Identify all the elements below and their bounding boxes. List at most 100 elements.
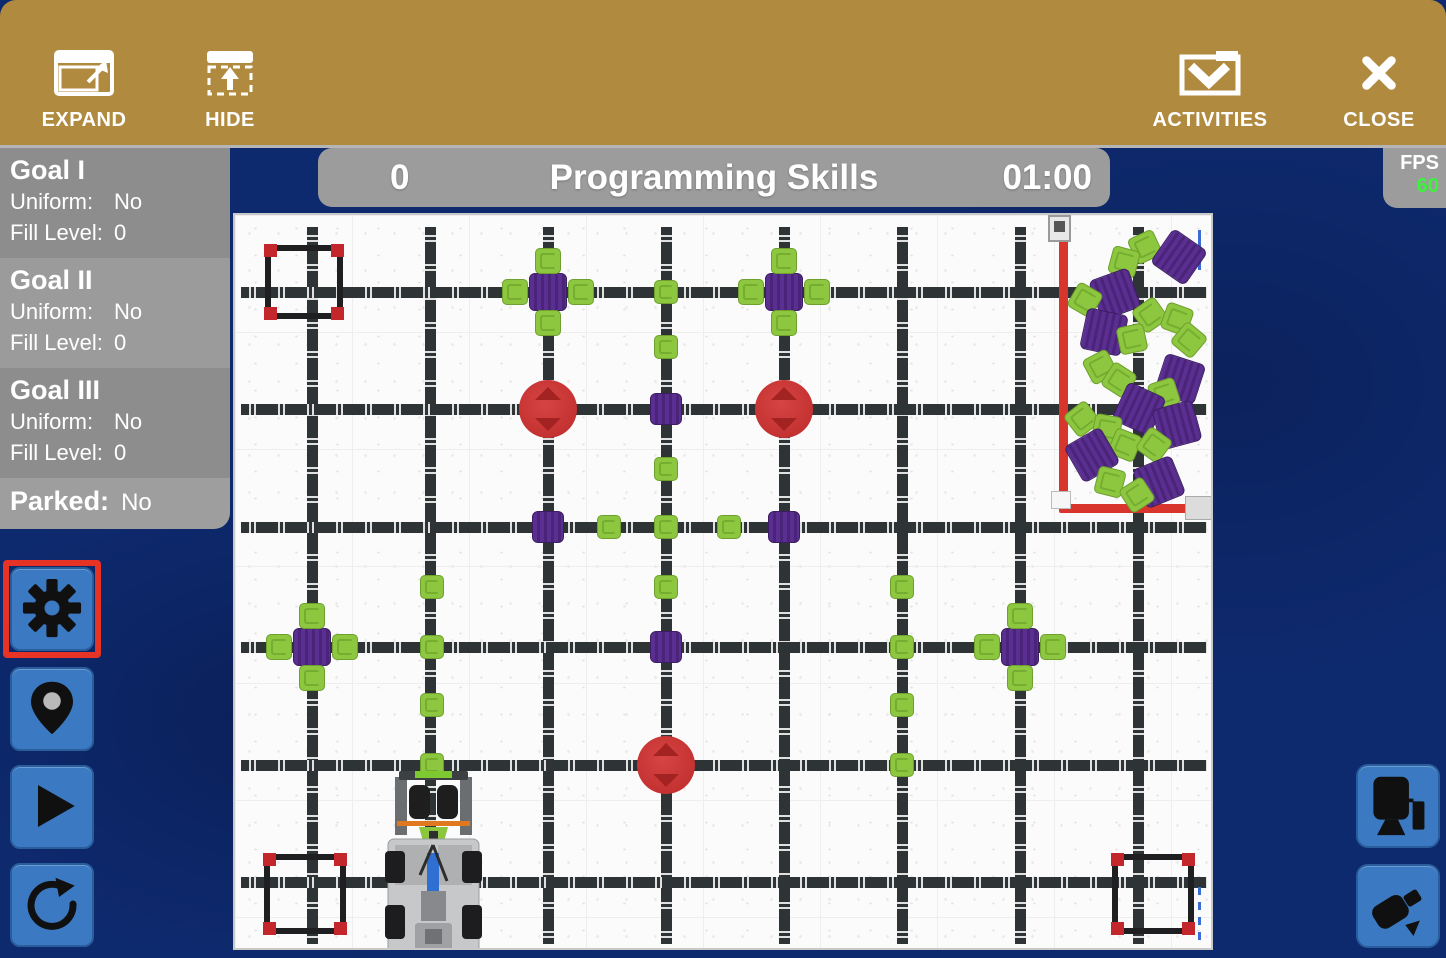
match-timer: 01:00 <box>1002 157 1092 197</box>
zone-end-piece <box>1185 496 1211 520</box>
close-button[interactable]: CLOSE <box>1324 14 1434 132</box>
parked-panel: Parked: No <box>0 478 230 530</box>
parked-label: Parked: <box>10 486 110 517</box>
green-block <box>299 603 325 629</box>
fill-level-value: 0 <box>114 330 127 356</box>
robot <box>385 771 482 948</box>
green-block <box>974 634 1000 660</box>
position-pin-button[interactable] <box>10 667 94 751</box>
green-block <box>654 575 678 599</box>
goal-3-panel: Goal III Uniform: No Fill Level: 0 <box>0 368 230 479</box>
fps-panel: FPS 60 <box>1383 148 1446 208</box>
uniform-label: Uniform: <box>10 188 94 214</box>
uniform-value: No <box>114 188 143 214</box>
activities-label: ACTIVITIES <box>1152 109 1268 131</box>
activities-icon <box>1178 49 1242 97</box>
green-block <box>299 665 325 691</box>
green-block <box>420 575 444 599</box>
green-block <box>332 634 358 660</box>
green-block <box>1040 634 1066 660</box>
frame-corner <box>331 244 344 257</box>
green-block <box>1007 665 1033 691</box>
hide-icon <box>204 49 256 97</box>
purple-block <box>532 511 564 543</box>
zone-anchor <box>1048 215 1071 242</box>
red-zone-line <box>1059 224 1068 508</box>
frame-corner <box>1182 853 1195 866</box>
video-camera-button[interactable] <box>1356 864 1440 948</box>
goal-3-title: Goal III <box>10 375 101 406</box>
field-line-horizontal <box>241 641 1207 653</box>
field-viewport[interactable] <box>233 213 1213 950</box>
fill-level-label: Fill Level: <box>10 330 103 356</box>
green-block <box>717 515 741 539</box>
green-block <box>804 279 830 305</box>
purple-block <box>650 393 682 425</box>
fill-level-label: Fill Level: <box>10 219 103 245</box>
reset-button[interactable] <box>10 863 94 947</box>
green-block <box>1007 603 1033 629</box>
green-block <box>654 280 678 304</box>
hide-label: HIDE <box>205 109 255 131</box>
blue-dashed-marker <box>1198 887 1201 947</box>
purple-block <box>293 628 331 666</box>
green-block <box>890 575 914 599</box>
green-block <box>771 248 797 274</box>
green-block <box>890 635 914 659</box>
camcorder-icon <box>1367 874 1429 939</box>
fill-level-label: Fill Level: <box>10 440 103 466</box>
uniform-label: Uniform: <box>10 298 94 324</box>
green-block <box>654 335 678 359</box>
red-ball <box>755 380 813 438</box>
location-pin-icon <box>24 678 80 741</box>
gear-icon <box>22 578 82 641</box>
green-block <box>266 634 292 660</box>
activities-button[interactable]: ACTIVITIES <box>1140 14 1280 132</box>
expand-button[interactable]: EXPAND <box>29 14 139 132</box>
green-block <box>420 693 444 717</box>
frame-corner <box>331 307 344 320</box>
selected-tool-highlight <box>3 560 101 658</box>
close-icon <box>1356 49 1402 97</box>
settings-button[interactable] <box>10 567 94 651</box>
frame-corner <box>264 244 277 257</box>
reset-icon <box>24 876 80 935</box>
goal-2-title: Goal II <box>10 265 93 296</box>
monitor-icon <box>1367 774 1429 839</box>
green-block <box>890 693 914 717</box>
fps-value: 60 <box>1416 175 1439 197</box>
green-block <box>568 279 594 305</box>
fill-level-value: 0 <box>114 440 127 466</box>
field-line-vertical <box>778 227 790 944</box>
match-title: Programming Skills <box>549 157 879 197</box>
field-line-horizontal <box>241 286 1207 298</box>
uniform-label: Uniform: <box>10 409 94 434</box>
green-block <box>771 310 797 336</box>
expand-label: EXPAND <box>41 109 127 131</box>
green-block <box>535 248 561 274</box>
expand-icon <box>54 49 114 97</box>
green-block <box>654 457 678 481</box>
score-value: 0 <box>390 157 410 197</box>
frame-corner <box>1111 853 1124 866</box>
green-block <box>890 753 914 777</box>
frame-corner <box>263 853 276 866</box>
green-block <box>654 515 678 539</box>
scoreboard: 0 Programming Skills 01:00 <box>318 148 1110 207</box>
field-line-horizontal <box>241 759 1207 771</box>
purple-block <box>765 273 803 311</box>
purple-block <box>529 273 567 311</box>
play-icon <box>24 778 80 837</box>
goal-1-title: Goal I <box>10 155 86 185</box>
hide-button[interactable]: HIDE <box>175 14 285 132</box>
frame-corner <box>334 853 347 866</box>
play-button[interactable] <box>10 765 94 849</box>
red-ball <box>637 736 695 794</box>
field-line-vertical <box>1014 227 1026 944</box>
purple-block <box>650 631 682 663</box>
close-label: CLOSE <box>1343 109 1415 131</box>
top-toolbar: EXPAND HIDE ACTIVITIES <box>0 0 1446 148</box>
field-line-horizontal <box>241 403 1207 415</box>
goal-frame <box>263 853 347 935</box>
camera-view-button[interactable] <box>1356 764 1440 848</box>
